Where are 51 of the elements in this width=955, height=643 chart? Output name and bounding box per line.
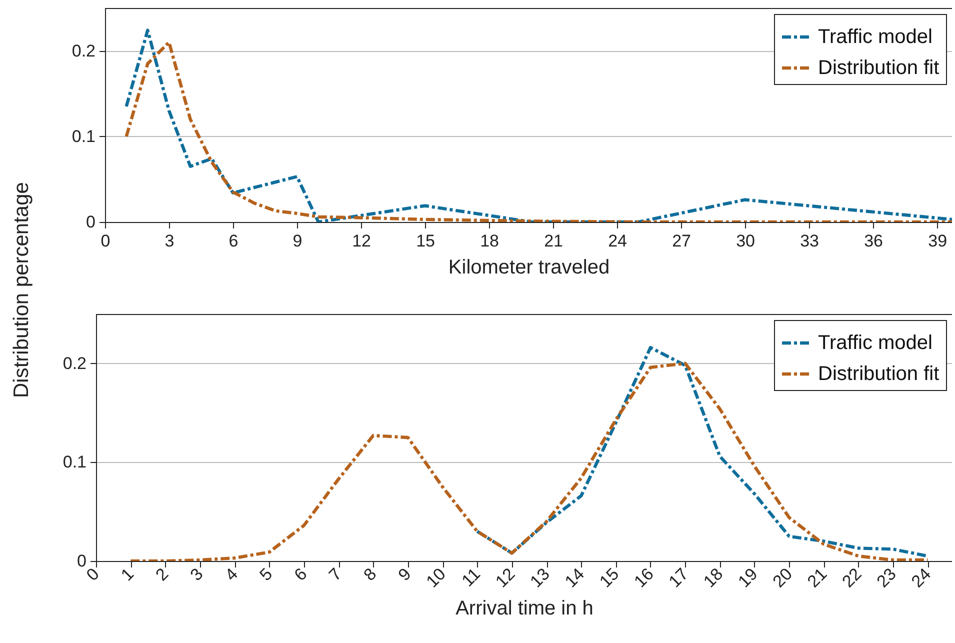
x-axis-title: Kilometer traveled — [448, 256, 610, 278]
x-tick-label: 14 — [561, 564, 588, 592]
x-tick-label: 21 — [804, 564, 831, 592]
x-tick-label: 9 — [394, 564, 415, 585]
x-tick-label: 18 — [480, 232, 499, 250]
x-tick-label: 1 — [117, 564, 138, 585]
x-tick-label: 12 — [352, 232, 371, 250]
y-tick-label: 0.2 — [62, 354, 86, 373]
y-tick-label: 0 — [77, 552, 86, 570]
x-tick-label: 6 — [228, 232, 238, 250]
x-tick-label: 4 — [221, 564, 242, 585]
x-tick-label: 12 — [492, 564, 519, 592]
x-tick-label: 3 — [186, 564, 207, 585]
x-tick-label: 15 — [416, 232, 435, 250]
x-tick-label: 7 — [325, 564, 346, 585]
x-tick-label: 21 — [544, 232, 563, 250]
x-tick-label: 39 — [928, 232, 948, 250]
x-tick-label: 36 — [864, 232, 884, 250]
x-tick-label: 8 — [360, 564, 380, 585]
x-tick-label: 2 — [152, 564, 172, 585]
x-tick-label: 17 — [665, 564, 692, 592]
legend-label: Traffic model — [818, 26, 932, 48]
y-tick-label: 0.2 — [72, 41, 96, 60]
x-tick-label: 19 — [734, 564, 762, 592]
x-tick-label: 6 — [290, 564, 311, 585]
x-tick-label: 15 — [596, 564, 623, 592]
y-tick-label: 0.1 — [72, 126, 96, 146]
x-tick-label: 24 — [608, 232, 627, 250]
x-tick-label: 0 — [100, 232, 110, 250]
y-tick-label: 0 — [86, 212, 96, 232]
x-tick-label: 27 — [672, 232, 692, 250]
x-tick-label: 16 — [630, 564, 658, 592]
x-tick-label: 24 — [908, 564, 935, 592]
legend-label: Traffic model — [818, 332, 932, 354]
x-tick-label: 5 — [256, 564, 276, 585]
x-tick-label: 30 — [736, 232, 756, 250]
y-axis-title: Distribution percentage — [10, 182, 34, 398]
x-tick-label: 3 — [164, 232, 174, 250]
legend-label: Distribution fit — [818, 57, 940, 79]
x-tick-label: 10 — [422, 564, 450, 592]
x-tick-label: 22 — [838, 564, 866, 592]
x-tick-label: 13 — [526, 564, 554, 592]
legend-label: Distribution fit — [818, 363, 940, 385]
x-axis-title: Arrival time in h — [456, 598, 594, 620]
x-tick-label: 20 — [769, 564, 796, 592]
x-tick-label: 18 — [700, 564, 727, 592]
x-tick-label: 11 — [458, 564, 484, 590]
x-tick-label: 9 — [292, 232, 302, 250]
x-tick-label: 33 — [800, 232, 820, 250]
y-tick-label: 0.1 — [62, 452, 86, 472]
x-tick-label: 23 — [873, 564, 900, 592]
